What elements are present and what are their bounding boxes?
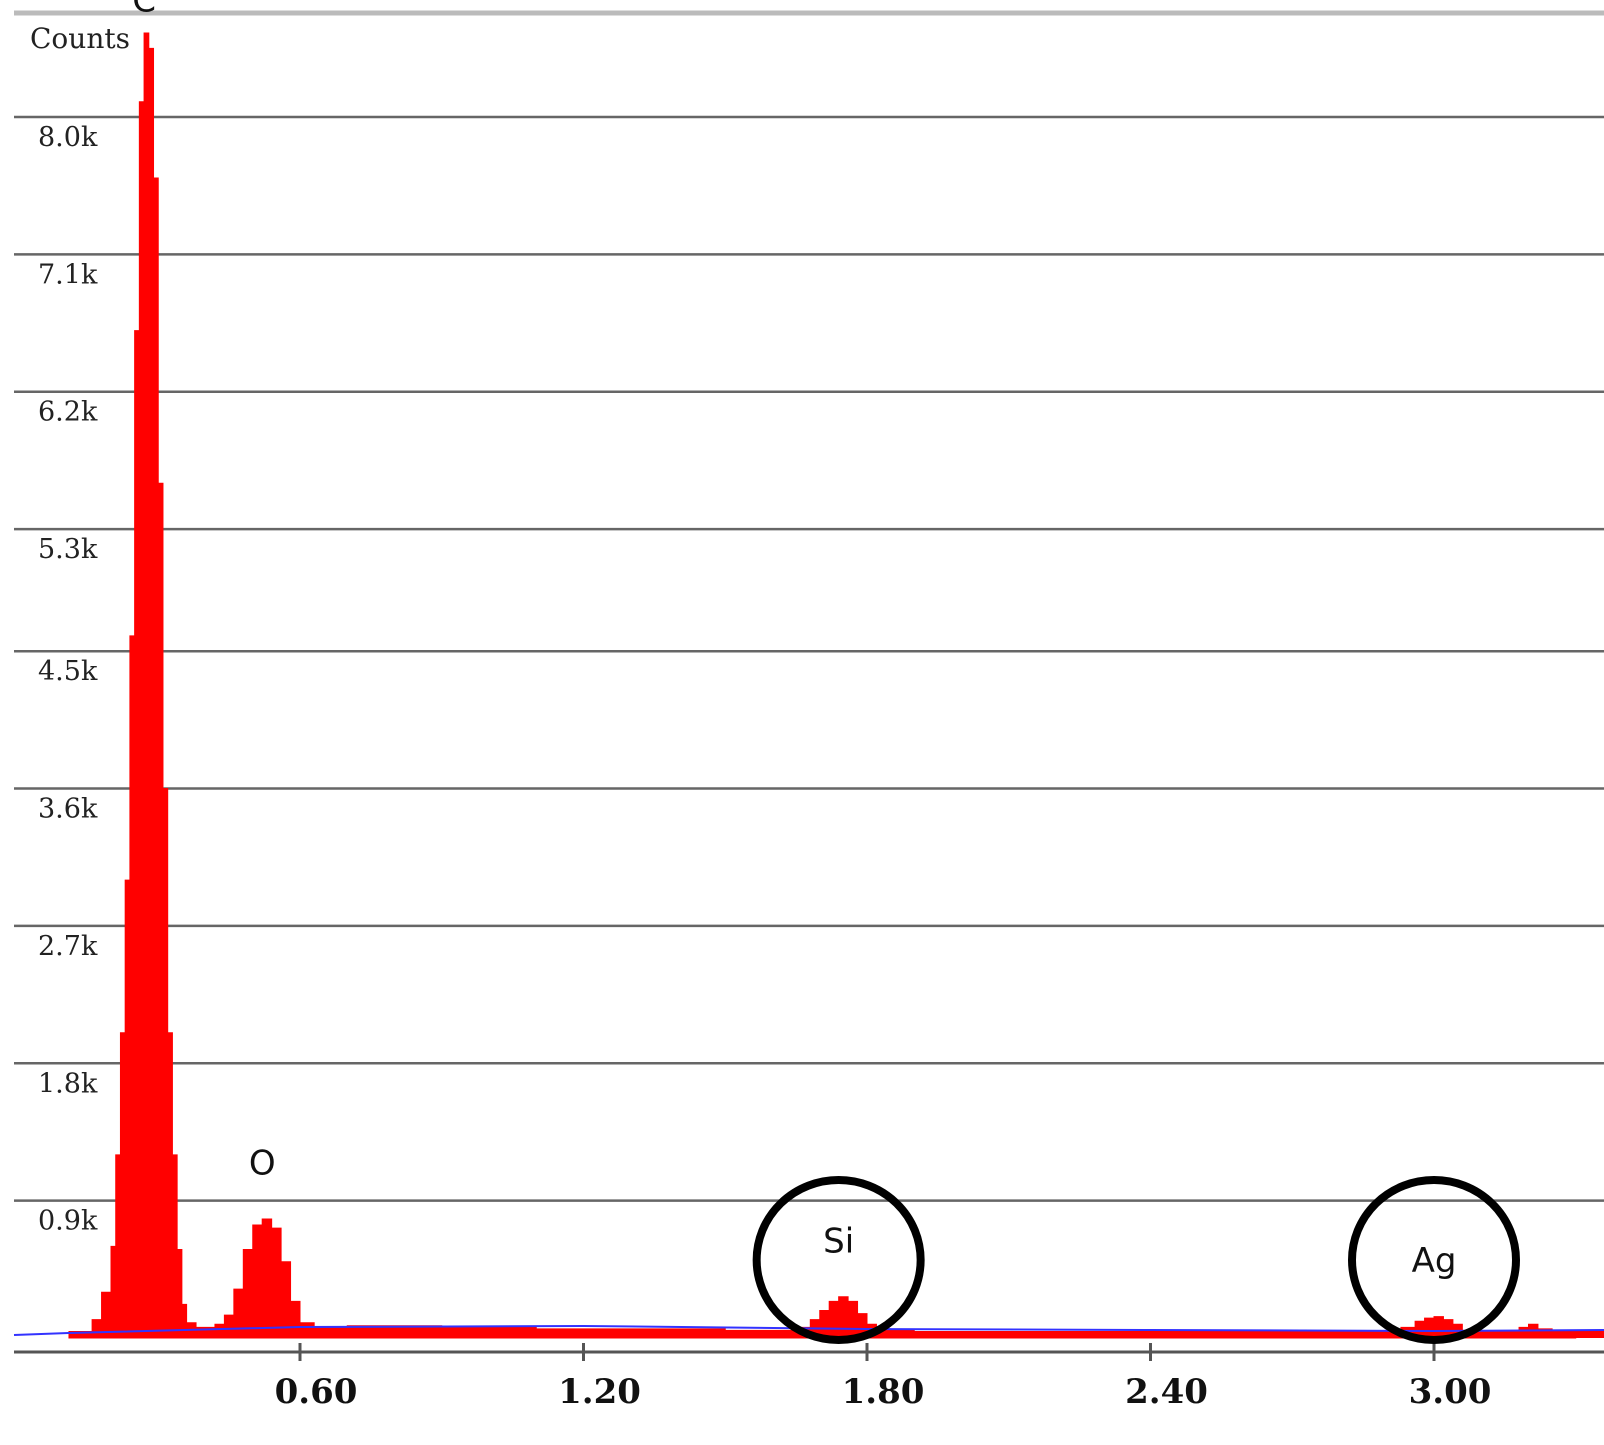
y-tick-label: 0.9k <box>38 1206 98 1237</box>
highlight-circle <box>1348 1176 1520 1344</box>
y-tick-label: 2.7k <box>38 931 98 962</box>
x-tick-label: 1.20 <box>558 1372 641 1412</box>
y-tick-label: 1.8k <box>38 1068 98 1099</box>
peak-label: Ag <box>1412 1241 1457 1281</box>
spectrum-series <box>13 32 1604 1339</box>
y-axis-label: Counts <box>30 22 130 55</box>
y-tick-label: 3.6k <box>38 794 98 825</box>
grid-lines <box>14 115 1604 1202</box>
y-tick-label: 7.1k <box>38 259 98 290</box>
peak-label: O <box>249 1143 276 1183</box>
y-tick-labels: 0.9k 1.8k 2.7k 3.6k 4.5k 5.3k 6.2k 7.1k 8.0k <box>38 122 98 1237</box>
background-fit-line <box>13 1324 1604 1336</box>
x-tick-label: 2.40 <box>1125 1372 1208 1412</box>
x-tick-label: 3.00 <box>1409 1372 1492 1412</box>
y-tick-label: 6.2k <box>38 397 98 428</box>
peak-label: Si <box>823 1221 854 1261</box>
peak-label: C <box>132 0 156 20</box>
peak-labels: C O Si Ag <box>132 0 1520 1344</box>
x-tick-label: 1.80 <box>842 1372 925 1412</box>
highlight-circle <box>752 1176 925 1344</box>
spectrum-baseline <box>68 1331 1604 1338</box>
y-tick-label: 5.3k <box>38 534 98 565</box>
y-tick-label: 8.0k <box>38 122 98 153</box>
y-tick-label: 4.5k <box>38 656 98 687</box>
x-tick-label: 0.60 <box>275 1372 358 1412</box>
x-axis: 0.60 1.20 1.80 2.40 3.00 <box>14 1343 1604 1412</box>
